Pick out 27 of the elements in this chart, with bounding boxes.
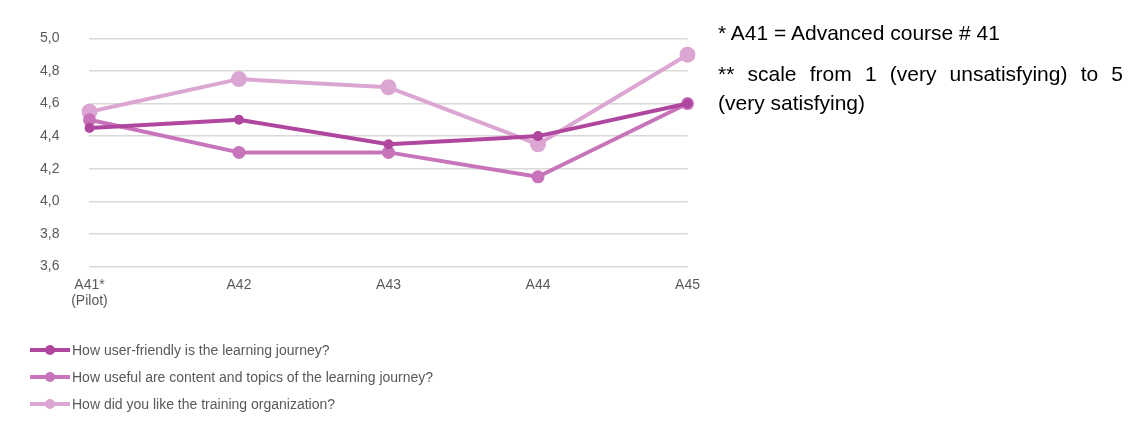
y-tick-label: 4,6 <box>39 94 60 111</box>
x-tick-label: A44 <box>525 275 551 292</box>
text: * A41 = Advanced course # 41 <box>718 20 1001 46</box>
legend-label: How did you like the training organization? <box>72 395 336 412</box>
point <box>531 170 545 184</box>
y-tick-label: 4,2 <box>39 159 60 176</box>
point <box>380 79 397 96</box>
point <box>232 145 246 159</box>
text: ** scale from 1 (very unsatisfying) to 5 (very satisfying) <box>718 61 1123 116</box>
y-tick-label: 3,6 <box>39 257 60 274</box>
point <box>383 139 394 150</box>
x-tick-label: A41* (Pilot) <box>71 275 108 309</box>
y-tick-label: 3,8 <box>39 224 60 241</box>
point <box>84 122 95 133</box>
x-tick-label: A43 <box>376 275 402 292</box>
point <box>679 46 696 63</box>
y-tick-label: 4,8 <box>39 61 60 78</box>
x-tick-label: A42 <box>226 275 252 292</box>
y-tick-label: 4,0 <box>39 192 60 209</box>
legend-label: How user-friendly is the learning journey? <box>72 341 330 358</box>
y-tick-label: 4,4 <box>39 126 60 143</box>
point <box>230 71 247 88</box>
legend-label: How useful are content and topics of the learning journey? <box>72 368 434 385</box>
y-tick-label: 5,0 <box>39 29 60 46</box>
x-tick-label: A45 <box>675 275 701 292</box>
point <box>533 131 544 142</box>
point <box>233 114 244 125</box>
